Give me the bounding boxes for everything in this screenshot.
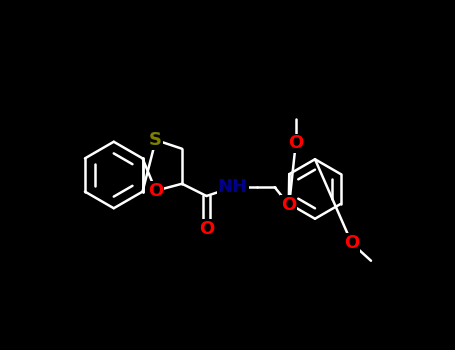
Text: S: S [149,131,162,149]
Text: O: O [281,196,296,214]
Text: O: O [199,220,214,238]
Text: O: O [288,134,303,153]
Text: O: O [148,182,163,200]
Text: O: O [344,234,359,252]
Text: NH: NH [218,178,248,196]
